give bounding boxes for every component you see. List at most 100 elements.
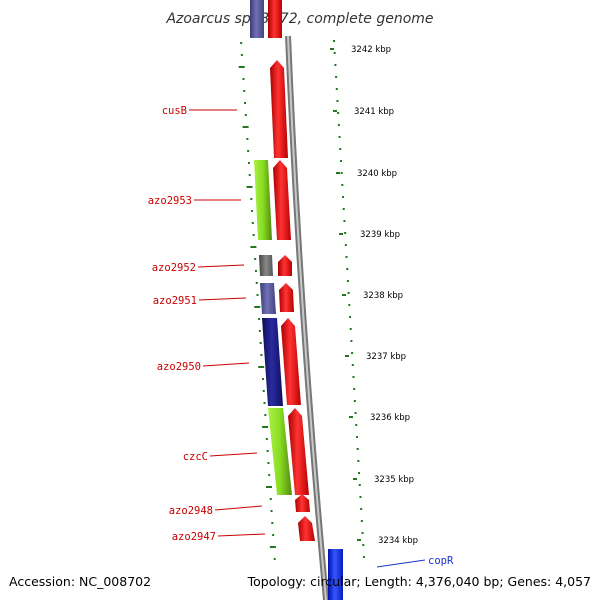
minor-ticks-left <box>238 42 276 560</box>
minor-tick <box>251 210 254 212</box>
gene-azo2953-lime[interactable] <box>254 160 272 240</box>
gene-czcC-lime[interactable] <box>268 408 292 495</box>
minor-ticks-right <box>333 40 365 558</box>
minor-tick <box>336 100 339 102</box>
minor-tick <box>349 328 352 330</box>
gene-label-azo2947[interactable]: azo2947 <box>172 531 216 543</box>
minor-tick <box>346 280 349 282</box>
minor-tick <box>269 498 272 500</box>
minor-tick <box>238 66 245 68</box>
kbp-tick-label: 3238 kbp <box>363 291 403 301</box>
minor-tick <box>339 148 342 150</box>
minor-tick <box>240 42 243 44</box>
minor-tick <box>242 78 245 80</box>
kbp-tick-label: 3240 kbp <box>357 169 397 179</box>
minor-tick <box>268 474 271 476</box>
minor-tick <box>352 376 355 378</box>
gene-azo2952-red[interactable] <box>278 255 292 276</box>
minor-tick <box>261 378 264 380</box>
gene-label-azo2953[interactable]: azo2953 <box>148 195 192 207</box>
minor-tick <box>340 172 343 174</box>
kbp-tick-label: 3236 kbp <box>370 413 410 423</box>
gene-label-azo2948[interactable]: azo2948 <box>169 505 213 517</box>
minor-tick <box>360 520 363 522</box>
gene-leader-line <box>217 533 266 537</box>
kbp-tick-label: 3241 kbp <box>354 107 394 117</box>
minor-tick <box>246 138 249 140</box>
gene-copR[interactable] <box>328 549 343 600</box>
minor-tick <box>247 150 250 152</box>
kbp-tick-label: 3235 kbp <box>374 475 414 485</box>
kbp-tick-label: 3239 kbp <box>360 230 400 240</box>
genome-backbone-highlight <box>287 35 327 600</box>
minor-tick <box>250 198 253 200</box>
gene-azo2951-red[interactable] <box>279 283 294 312</box>
gene-leader-line <box>197 264 245 268</box>
minor-tick <box>356 448 359 450</box>
gene-label-czcC[interactable]: czcC <box>183 451 208 463</box>
minor-tick <box>351 352 354 354</box>
minor-tick <box>254 306 261 308</box>
gene-azo2951-slate[interactable] <box>260 283 276 314</box>
minor-tick <box>251 222 254 224</box>
gene-block[interactable] <box>250 0 264 38</box>
minor-tick <box>347 292 350 294</box>
minor-tick <box>259 342 262 344</box>
minor-tick <box>248 174 251 176</box>
minor-tick <box>266 450 269 452</box>
minor-tick <box>272 534 275 536</box>
minor-tick <box>346 268 349 270</box>
minor-tick <box>263 402 266 404</box>
minor-tick <box>338 136 341 138</box>
minor-tick <box>262 390 265 392</box>
minor-tick <box>256 294 259 296</box>
gene-azo2953-red[interactable] <box>273 160 291 240</box>
gene-azo2947-red[interactable] <box>298 516 315 541</box>
minor-tick <box>341 184 344 186</box>
minor-tick <box>254 258 257 260</box>
minor-tick <box>344 244 347 246</box>
minor-tick <box>240 54 243 56</box>
gene-cusB[interactable] <box>270 60 288 158</box>
kbp-tick-label: 3242 kbp <box>351 45 391 55</box>
minor-tick <box>355 436 358 438</box>
gene-block[interactable] <box>268 0 282 38</box>
gene-leader-line <box>202 362 250 367</box>
minor-tick <box>258 366 265 368</box>
minor-tick <box>262 426 269 428</box>
minor-tick <box>349 316 352 318</box>
minor-tick <box>360 508 363 510</box>
kbp-tick-label: 3237 kbp <box>366 352 406 362</box>
topology-text: Topology: circular; Length: 4,376,040 bp… <box>247 574 591 589</box>
minor-tick <box>345 256 348 258</box>
kbp-scale: 3242 kbp 3241 kbp 3240 kbp 3239 kbp 3238 kbp… <box>330 45 418 546</box>
minor-tick <box>243 90 246 92</box>
minor-tick <box>252 234 255 236</box>
minor-tick <box>333 52 336 54</box>
gene-label-azo2952[interactable]: azo2952 <box>152 262 196 274</box>
accession-text: Accession: NC_008702 <box>9 574 152 589</box>
minor-tick <box>342 208 345 210</box>
minor-tick <box>247 162 250 164</box>
kbp-tick-label: 3234 kbp <box>378 536 418 546</box>
minor-tick <box>357 460 360 462</box>
minor-tick <box>358 484 361 486</box>
gene-azo2948-red[interactable] <box>295 494 310 512</box>
minor-tick <box>348 304 351 306</box>
gene-azo2950-red[interactable] <box>281 318 301 405</box>
gene-labels: cusB azo2953 azo2952 azo2951 azo2950 czcC azo2… <box>148 105 454 568</box>
gene-label-azo2950[interactable]: azo2950 <box>157 361 201 373</box>
minor-tick <box>255 282 258 284</box>
gene-leader-line <box>376 559 426 568</box>
minor-tick <box>359 496 362 498</box>
gene-label-azo2951[interactable]: azo2951 <box>153 295 197 307</box>
minor-tick <box>335 76 338 78</box>
gene-azo2950-navy[interactable] <box>262 318 283 406</box>
genome-backbone <box>285 35 329 600</box>
gene-label-copR[interactable]: copR <box>428 555 454 567</box>
gene-azo2952-gray[interactable] <box>259 255 273 276</box>
gene-label-cusB[interactable]: cusB <box>162 105 187 117</box>
minor-tick <box>337 112 340 114</box>
gene-czcC-red[interactable] <box>288 408 309 495</box>
